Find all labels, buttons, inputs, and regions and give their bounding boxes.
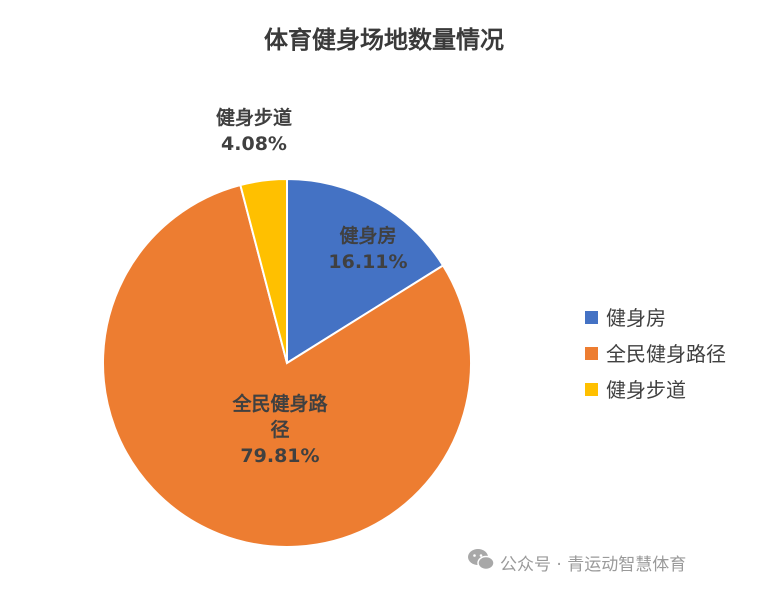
pie-slice-2 [102, 183, 472, 548]
legend-swatch-1 [585, 311, 598, 324]
wechat-icon [468, 549, 495, 571]
watermark-text: 公众号 · 青运动智慧体育 [500, 555, 686, 575]
data-label-name-3: 健身步道 [216, 106, 292, 129]
data-label-name-1: 健身房 [339, 224, 396, 247]
data-label-value-3: 4.08% [221, 133, 287, 155]
legend-swatch-3 [585, 383, 598, 396]
legend-label-1: 健身房 [606, 306, 666, 330]
legend-label-2: 全民健身路径 [606, 342, 726, 366]
legend-label-3: 健身步道 [606, 378, 686, 402]
data-label-value-1: 16.11% [328, 251, 407, 273]
data-label-name-2: 全民健身路 [231, 392, 328, 415]
data-label-value-2: 79.81% [240, 445, 319, 467]
watermark: 公众号 · 青运动智慧体育 [468, 549, 686, 575]
chart-title: 体育健身场地数量情况 [264, 26, 504, 54]
pie-slice-1 [286, 177, 445, 365]
data-label-name-2: 径 [270, 419, 289, 441]
pie-slice-3 [239, 177, 288, 364]
legend-swatch-2 [585, 347, 598, 360]
